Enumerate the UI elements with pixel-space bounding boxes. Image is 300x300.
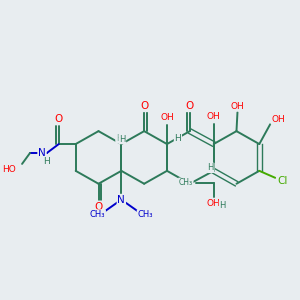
Text: H: H [208,164,214,172]
Text: N: N [118,195,125,205]
Text: OH: OH [231,102,244,111]
Text: OH: OH [207,199,220,208]
Text: HO: HO [2,165,16,174]
Text: OH: OH [160,113,174,122]
Text: O: O [94,202,103,212]
Text: O: O [140,101,148,111]
Text: CH₃: CH₃ [179,178,193,187]
Text: N: N [38,148,46,158]
Text: OH: OH [207,112,220,121]
Text: OH: OH [271,115,285,124]
Text: Cl: Cl [277,176,287,186]
Text: H: H [44,158,50,166]
Text: O: O [186,101,194,111]
Text: H: H [119,135,125,144]
Text: CH₃: CH₃ [137,210,153,219]
Text: CH₃: CH₃ [90,210,105,219]
Text: H: H [116,134,123,142]
Text: H: H [219,201,226,210]
Text: H: H [175,134,181,142]
Text: O: O [55,114,63,124]
